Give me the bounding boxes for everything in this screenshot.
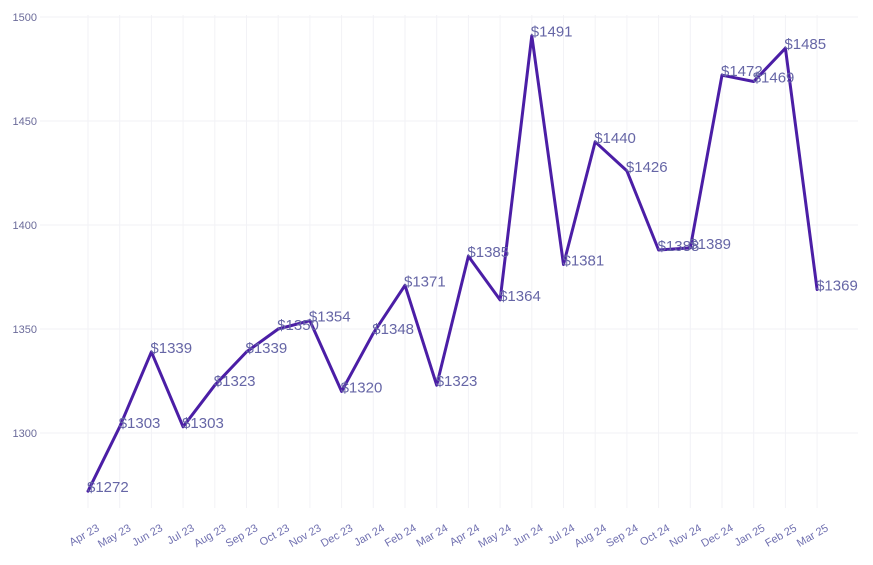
x-tick-label: Sep 23 bbox=[224, 522, 260, 550]
x-tick-label: Dec 24 bbox=[699, 522, 735, 550]
data-label: $1348 bbox=[372, 321, 414, 338]
x-tick-label: Apr 24 bbox=[448, 522, 482, 549]
data-label: $1339 bbox=[246, 340, 288, 357]
data-label: $1381 bbox=[563, 253, 605, 270]
x-tick-label: Apr 23 bbox=[67, 522, 101, 549]
series-line bbox=[86, 34, 819, 493]
data-label: $1371 bbox=[404, 273, 446, 290]
data-label: $1354 bbox=[309, 309, 351, 326]
x-tick-label: Nov 24 bbox=[668, 522, 704, 550]
x-tick-label: Feb 25 bbox=[763, 522, 799, 550]
y-tick-label: 1500 bbox=[13, 12, 37, 24]
y-axis-ticks: 1300 1350 1400 1450 1500 bbox=[13, 12, 37, 440]
data-label: $1350 bbox=[277, 317, 319, 334]
x-tick-label: Jan 24 bbox=[352, 522, 387, 549]
y-tick-label: 1350 bbox=[13, 324, 37, 336]
data-label: $1472 bbox=[721, 63, 763, 80]
y-tick-label: 1400 bbox=[13, 220, 37, 232]
data-labels: $1272 $1303 $1339 $1303 $1323 $1339 $1350$1354… bbox=[87, 24, 858, 497]
data-label: $1389 bbox=[689, 236, 731, 253]
data-label: $1303 bbox=[119, 415, 161, 432]
data-label: $1440 bbox=[594, 130, 636, 147]
x-tick-label: Jul 23 bbox=[165, 522, 196, 547]
x-tick-label: Nov 23 bbox=[287, 522, 323, 550]
data-label: $1491 bbox=[531, 24, 573, 41]
x-tick-label: Oct 24 bbox=[638, 522, 672, 549]
x-tick-label: Jun 23 bbox=[130, 522, 165, 549]
x-tick-label: Mar 24 bbox=[415, 522, 451, 550]
data-label: $1272 bbox=[87, 479, 129, 496]
data-label: $1469 bbox=[753, 69, 795, 86]
x-tick-label: Jan 25 bbox=[733, 522, 768, 549]
data-label: $1323 bbox=[436, 373, 478, 390]
x-tick-label: Sep 24 bbox=[604, 522, 640, 550]
x-tick-label: May 24 bbox=[476, 522, 513, 550]
x-tick-label: Aug 24 bbox=[572, 522, 608, 550]
data-label: $1388 bbox=[658, 238, 700, 255]
x-tick-label: Jun 24 bbox=[511, 522, 546, 549]
data-label: $1303 bbox=[182, 415, 224, 432]
x-tick-label: Mar 25 bbox=[795, 522, 831, 550]
data-label: $1369 bbox=[816, 277, 858, 294]
data-label: $1323 bbox=[214, 373, 256, 390]
y-tick-label: 1300 bbox=[13, 428, 37, 440]
data-label: $1364 bbox=[499, 288, 541, 305]
gridlines bbox=[40, 15, 858, 508]
data-label: $1385 bbox=[467, 244, 509, 261]
x-tick-label: Dec 23 bbox=[319, 522, 355, 550]
data-label: $1485 bbox=[784, 36, 826, 53]
x-tick-label: Jul 24 bbox=[546, 522, 577, 547]
x-tick-label: Aug 23 bbox=[192, 522, 228, 550]
y-tick-label: 1450 bbox=[13, 116, 37, 128]
x-tick-label: Feb 24 bbox=[383, 522, 419, 550]
data-label: $1339 bbox=[150, 340, 192, 357]
data-label: $1426 bbox=[626, 159, 668, 176]
x-tick-label: Oct 23 bbox=[258, 522, 292, 549]
data-label: $1320 bbox=[341, 379, 383, 396]
x-tick-label: May 23 bbox=[96, 522, 133, 550]
